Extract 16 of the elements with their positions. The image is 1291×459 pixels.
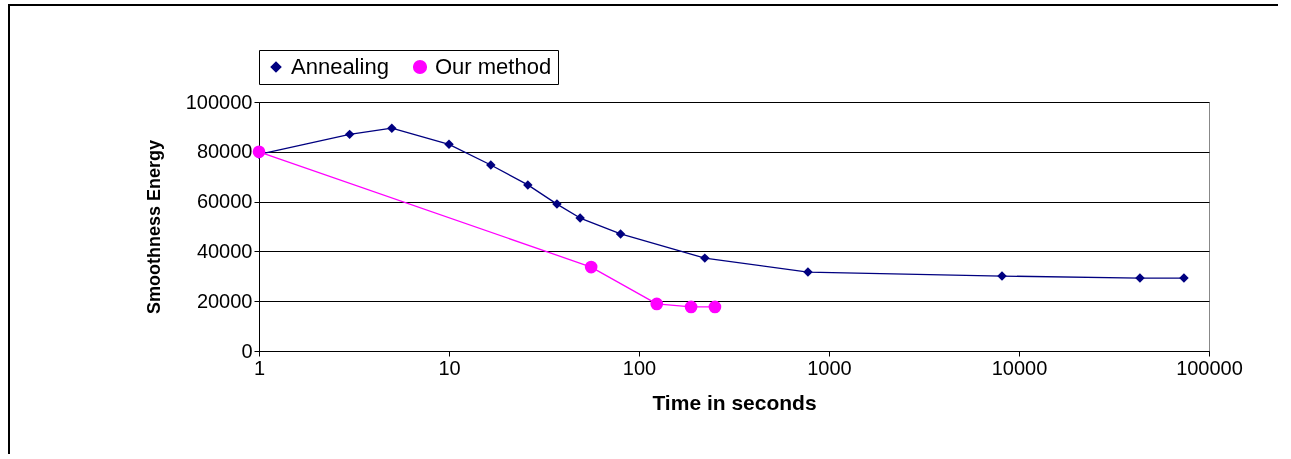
y-tick-label: 0 [241, 339, 253, 362]
y-tick-label: 20000 [196, 289, 253, 312]
y-tick-label: 60000 [196, 190, 253, 213]
y-tick-label: 40000 [196, 239, 253, 262]
x-tick-label: 1 [253, 356, 266, 379]
y-tick-label: 80000 [196, 140, 253, 163]
x-tick-label: 100000 [1176, 356, 1243, 379]
x-tick-label: 100 [622, 356, 657, 379]
legend-label: Our method [435, 54, 552, 79]
x-tick-label: 10 [438, 356, 461, 379]
x-axis-title: Time in seconds [652, 390, 817, 414]
legend-label: Annealing [291, 54, 389, 79]
y-axis-title: Smoothness Energy [143, 139, 164, 315]
x-tick-label: 10000 [991, 356, 1048, 379]
y-tick-label: 100000 [185, 90, 253, 113]
x-tick-label: 1000 [807, 356, 852, 379]
